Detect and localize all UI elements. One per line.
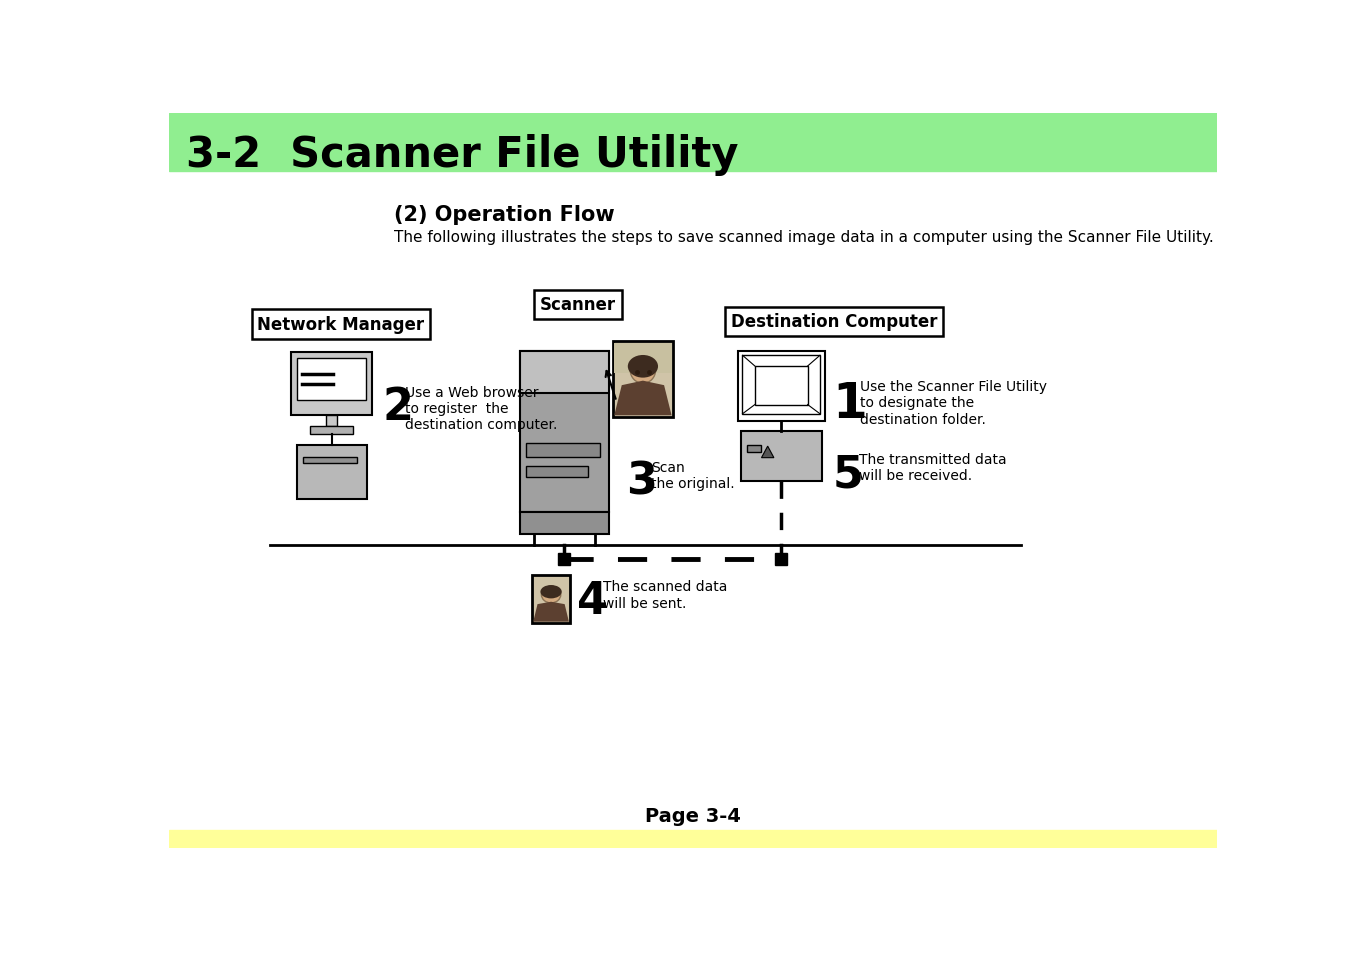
Bar [519, 513, 608, 535]
Bar [297, 359, 366, 400]
Bar [738, 352, 825, 422]
Bar [311, 427, 353, 435]
Text: 5: 5 [833, 453, 864, 496]
Text: Page 3-4: Page 3-4 [645, 806, 741, 825]
Bar [531, 576, 571, 623]
Text: Use the Scanner File Utility
to designate the
destination folder.: Use the Scanner File Utility to designat… [860, 379, 1048, 426]
Bar [297, 446, 366, 499]
Text: Scanner: Scanner [541, 296, 617, 314]
Text: Network Manager: Network Manager [257, 315, 425, 334]
Bar [746, 445, 761, 453]
Polygon shape [533, 602, 569, 622]
Bar [169, 830, 1217, 848]
Polygon shape [614, 381, 672, 416]
Text: Use a Web browser
to register  the
destination computer.: Use a Web browser to register the destin… [404, 385, 557, 432]
Text: 4: 4 [577, 579, 607, 622]
Bar [519, 352, 608, 394]
Text: 3: 3 [626, 460, 657, 503]
Bar [742, 355, 821, 415]
Text: 3-2  Scanner File Utility: 3-2 Scanner File Utility [187, 133, 738, 175]
Bar [519, 352, 608, 513]
Text: The scanned data
will be sent.: The scanned data will be sent. [603, 579, 727, 610]
Text: Destination Computer: Destination Computer [730, 313, 937, 331]
Polygon shape [761, 447, 773, 458]
Ellipse shape [630, 357, 656, 384]
Ellipse shape [627, 355, 658, 378]
Text: Scan
the original.: Scan the original. [652, 460, 734, 491]
Text: The transmitted data
will be received.: The transmitted data will be received. [859, 453, 1006, 483]
Bar [614, 344, 672, 374]
Text: (2) Operation Flow: (2) Operation Flow [393, 205, 614, 225]
Bar [754, 367, 807, 405]
Text: 2: 2 [383, 385, 414, 428]
Ellipse shape [541, 587, 561, 603]
Bar [169, 114, 1217, 172]
Bar [526, 443, 599, 457]
Text: The following illustrates the steps to save scanned image data in a computer usi: The following illustrates the steps to s… [393, 230, 1214, 245]
Bar [526, 467, 588, 477]
Bar [303, 457, 357, 463]
Bar [291, 353, 372, 416]
Bar [612, 342, 673, 417]
Bar [326, 416, 337, 427]
Ellipse shape [541, 585, 561, 598]
Bar [741, 432, 822, 481]
Text: 1: 1 [833, 379, 867, 428]
